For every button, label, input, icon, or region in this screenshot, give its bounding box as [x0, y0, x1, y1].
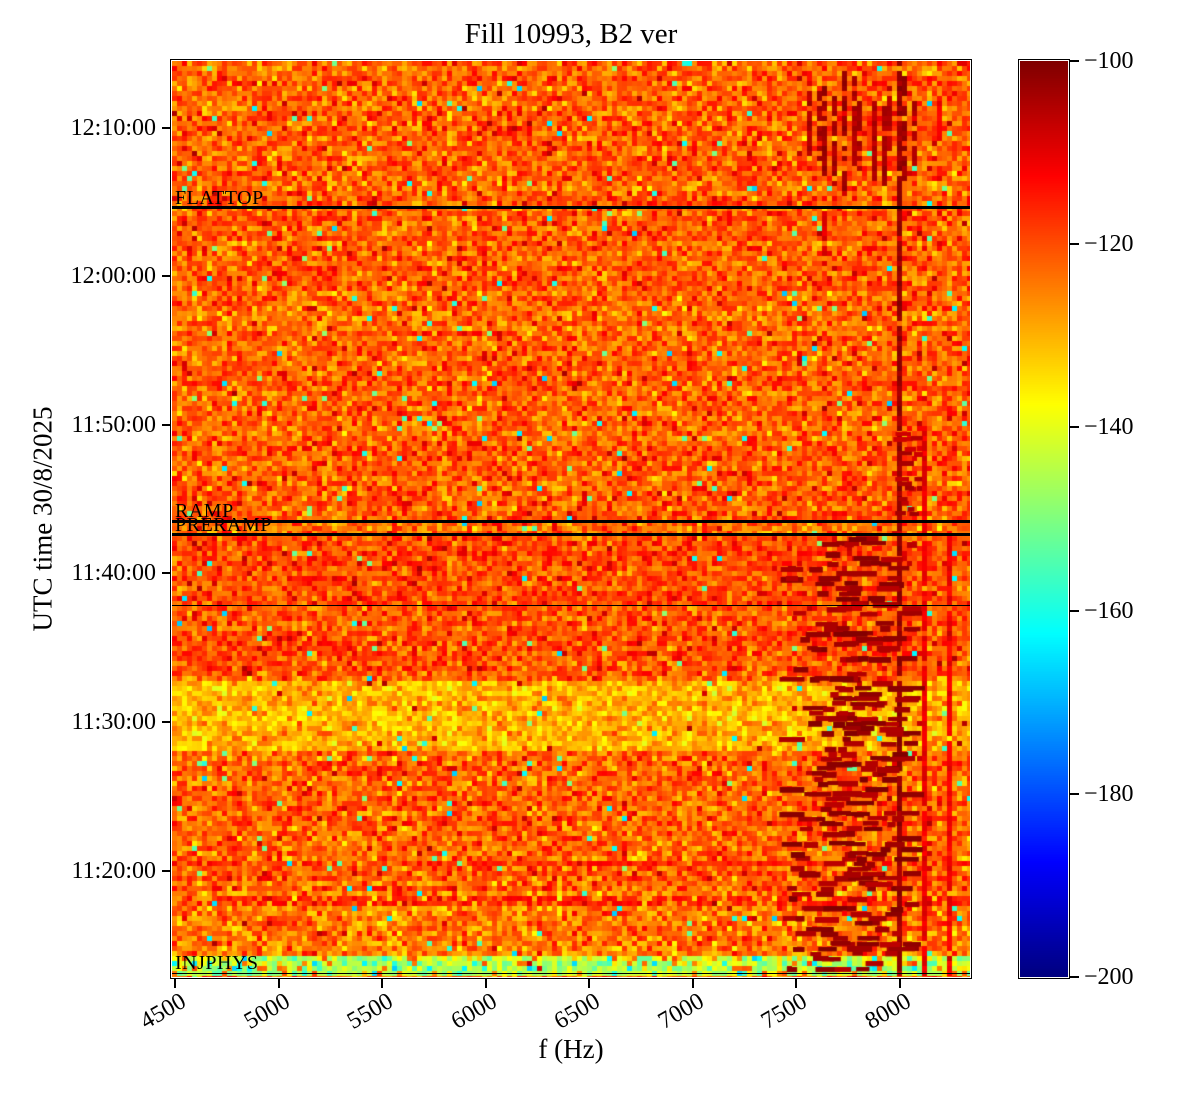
- y-tick-mark: [162, 275, 171, 278]
- plot-title: Fill 10993, B2 ver: [464, 18, 678, 50]
- x-tick-label-text: 6000: [446, 988, 502, 1035]
- annotation-label-flattop: FLATTOP: [175, 186, 264, 209]
- colorbar-tick-mark: [1070, 976, 1079, 978]
- annotation-line-injphys: [172, 972, 970, 975]
- x-tick-mark: [795, 979, 798, 988]
- x-tick-mark: [898, 979, 901, 988]
- x-tick-label-text: 6500: [550, 988, 605, 1035]
- colorbar-tick-label: −100: [1084, 48, 1134, 74]
- colorbar-tick-mark: [1070, 243, 1079, 246]
- annotation-line-flattop: [172, 206, 970, 209]
- annotation-label-ramp: RAMP: [175, 500, 234, 523]
- x-tick-mark: [174, 979, 177, 988]
- colorbar-tick-label: −140: [1084, 414, 1134, 441]
- y-axis-label: UTC time 30/8/2025: [27, 406, 58, 632]
- colorbar-tick-mark: [1070, 609, 1079, 612]
- x-tick-label-text: 5500: [343, 988, 398, 1035]
- x-tick-mark: [277, 979, 280, 988]
- x-tick-mark: [588, 979, 591, 988]
- x-axis-label: f (Hz): [538, 1034, 604, 1064]
- annotation-line-preramp: [172, 533, 970, 536]
- spectrogram-heatmap: [172, 61, 970, 977]
- x-tick-label-text: 7000: [653, 988, 709, 1035]
- annotation-label-injphys: INJPHYS: [175, 952, 259, 975]
- annotation-line-unlabeled: [172, 605, 970, 607]
- y-tick-label: 12:10:00: [70, 114, 156, 141]
- colorbar-tick-mark: [1070, 426, 1079, 429]
- x-tick-label-text: 5000: [239, 988, 295, 1035]
- y-tick-mark: [162, 126, 171, 129]
- x-tick-label-text: 4500: [136, 988, 191, 1035]
- colorbar-tick-label: −180: [1084, 780, 1134, 807]
- x-tick-label-text: 7500: [757, 988, 812, 1035]
- annotation-line-ramp: [172, 520, 970, 523]
- y-tick-label: 11:20:00: [71, 857, 156, 884]
- y-tick-mark: [162, 423, 171, 426]
- colorbar-tick-label: −120: [1084, 231, 1134, 258]
- colorbar-gradient: [1020, 61, 1068, 977]
- y-tick-label: 12:00:00: [70, 263, 156, 290]
- y-tick-label: 11:50:00: [71, 411, 156, 438]
- colorbar-tick-mark: [1070, 792, 1079, 795]
- y-tick-mark: [162, 869, 171, 872]
- y-tick-mark: [162, 721, 171, 723]
- annotation-label-preramp: PRERAMP: [175, 513, 272, 536]
- x-tick-mark: [381, 979, 384, 988]
- y-tick-label: 11:40:00: [71, 560, 156, 587]
- y-tick-label: 11:30:00: [71, 709, 156, 735]
- x-tick-mark: [484, 979, 487, 988]
- x-tick-mark: [691, 979, 694, 988]
- colorbar-tick-label: −200: [1084, 964, 1134, 990]
- colorbar-tick-mark: [1070, 60, 1079, 62]
- colorbar-tick-label: −160: [1084, 597, 1134, 624]
- x-tick-label-text: 8000: [860, 988, 916, 1035]
- y-tick-mark: [162, 572, 171, 575]
